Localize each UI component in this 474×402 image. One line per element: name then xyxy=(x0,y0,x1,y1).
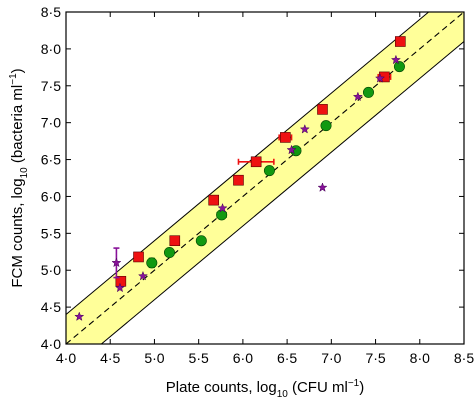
circle-marker xyxy=(362,86,374,98)
plot-frame xyxy=(65,11,465,345)
square-marker xyxy=(233,174,244,186)
band-lower-edge xyxy=(101,41,465,345)
star-marker xyxy=(114,282,126,293)
x-tick-label: 5·5 xyxy=(189,350,209,366)
x-tick-label: 4·5 xyxy=(100,350,120,366)
circle-marker xyxy=(263,165,275,177)
square-marker xyxy=(317,104,328,115)
y-tick-label: 7·0 xyxy=(41,115,61,131)
y-tick-label: 6·0 xyxy=(41,188,61,204)
data-markers xyxy=(74,36,406,322)
y-tick-label: 8·0 xyxy=(41,41,61,57)
star-marker xyxy=(390,54,401,65)
x-tick-label: 4·0 xyxy=(56,350,76,366)
axes: 4·0 4·5 5·0 5·5 6·0 6·5 7·0 7·5 8·0 8·5 4·0 4·5 5·0 5… xyxy=(41,4,474,366)
y-tick-label: 8·5 xyxy=(41,4,61,20)
circle-marker xyxy=(393,61,405,73)
square-marker xyxy=(250,156,262,168)
x-tick-label: 6·0 xyxy=(233,350,253,366)
star-marker xyxy=(217,202,228,213)
y-tick-label: 4·0 xyxy=(41,336,61,352)
x-tick-label: 7·0 xyxy=(321,350,341,366)
y-tick-label: 4·5 xyxy=(41,299,61,315)
star-marker xyxy=(111,257,122,268)
x-tick-label: 5·0 xyxy=(144,350,164,366)
square-marker xyxy=(208,194,220,206)
star-marker xyxy=(352,91,363,102)
circle-marker xyxy=(320,120,332,132)
star-marker xyxy=(286,144,297,155)
y-tick-label: 6·5 xyxy=(41,152,61,168)
circle-marker xyxy=(146,257,158,269)
x-tick-label: 8·5 xyxy=(454,350,474,366)
band-upper-edge xyxy=(65,11,429,315)
square-marker xyxy=(169,235,181,247)
star-marker xyxy=(299,123,310,134)
square-marker xyxy=(133,251,144,263)
x-tick-label: 7·5 xyxy=(365,350,385,366)
star-marker xyxy=(137,270,149,281)
x-axis-label: Plate counts, log10 (CFU ml−1) xyxy=(166,378,364,400)
x-tick-label: 6·5 xyxy=(277,350,297,366)
circle-marker xyxy=(163,247,175,259)
square-marker xyxy=(395,36,406,47)
y-tick-label: 5·5 xyxy=(41,225,61,241)
square-marker xyxy=(280,132,291,143)
star-marker xyxy=(317,182,328,192)
y-tick-label: 7·5 xyxy=(41,78,61,94)
y-tick-label: 5·0 xyxy=(41,262,61,278)
y-axis-label: FCM counts, log10 (bacteria ml−1) xyxy=(8,68,30,287)
x-tick-label: 8·0 xyxy=(410,350,430,366)
star-marker xyxy=(74,311,85,322)
circle-marker xyxy=(195,235,207,247)
star-marker xyxy=(374,73,386,83)
